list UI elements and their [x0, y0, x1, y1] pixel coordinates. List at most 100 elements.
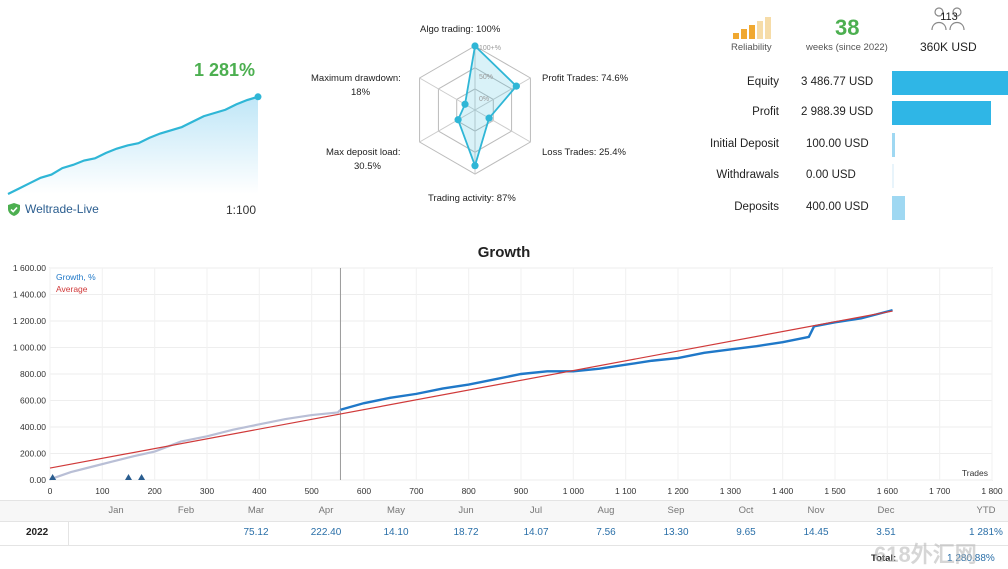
account-row-value: 0.00 USD	[806, 169, 856, 181]
x-tick-label: 300	[200, 486, 214, 496]
broker-name: Weltrade-Live	[25, 202, 99, 216]
mini-growth-chart	[7, 93, 262, 195]
account-row-bar	[892, 164, 894, 188]
x-tick-label: 0	[48, 486, 53, 496]
month-value: 14.45	[803, 527, 829, 538]
x-tick-label: 900	[514, 486, 528, 496]
radar-axis-3	[474, 109, 531, 143]
radar-label-max-deposit-load: Max deposit load:	[326, 147, 401, 158]
monthly-header-band	[0, 500, 1008, 522]
month-value: 222.40	[310, 527, 342, 538]
shield-check-icon	[8, 202, 20, 216]
broker-badge[interactable]: Weltrade-Live	[8, 202, 99, 216]
month-header: Jun	[458, 505, 474, 516]
month-header: Jul	[529, 505, 543, 516]
month-header: Aug	[597, 505, 615, 516]
deposit-marker	[138, 474, 146, 480]
radar-point-4	[471, 162, 479, 170]
x-tick-label: 1 100	[615, 486, 637, 496]
reliability-label: Reliability	[731, 42, 772, 53]
account-row-value: 400.00 USD	[806, 201, 869, 213]
month-header: Feb	[177, 505, 195, 516]
x-axis-label: Trades	[962, 468, 988, 478]
y-tick-label: 1 000.00	[13, 343, 46, 353]
account-row-label: Equity	[747, 76, 779, 88]
y-tick-label: 400.00	[20, 422, 46, 432]
y-tick-label: 200.00	[20, 449, 46, 459]
monthly-table: Jan Feb Mar Apr May Jun Jul Aug Sep Oct Nov Dec YTD 2…	[0, 500, 1008, 569]
x-tick-label: 600	[357, 486, 371, 496]
month-value: 9.65	[736, 527, 756, 538]
growth-chart: 0.00 200.00 400.00 600.00 800.00 1 000.00 1 20…	[13, 263, 1003, 496]
month-header: Jan	[108, 505, 124, 516]
x-tick-label: 1 000	[563, 486, 585, 496]
month-value: 7.56	[596, 527, 616, 538]
y-tick-label: 1 400.00	[13, 290, 46, 300]
account-row-value: 2 988.39 USD	[801, 106, 874, 118]
weeks-label: weeks (since 2022)	[806, 42, 888, 53]
average-series-line	[49, 310, 893, 469]
y-tick-label: 1 600.00	[13, 263, 46, 273]
x-tick-label: 800	[462, 486, 476, 496]
month-header: Dec	[877, 505, 895, 516]
month-value: 3.51	[876, 527, 896, 538]
radar-ring-label: 100+%	[479, 45, 501, 52]
radar-ring-label: 50%	[479, 74, 493, 81]
mini-chart-endpoint	[254, 93, 262, 101]
x-tick-label: 1 600	[877, 486, 899, 496]
month-value: 75.12	[243, 527, 269, 538]
weeks-value: 38	[835, 15, 860, 40]
month-header: Sep	[667, 505, 685, 516]
y-tick-label: 600.00	[20, 396, 46, 406]
radar-label-loss-trades: Loss Trades: 25.4%	[542, 147, 626, 158]
legend-average: Average	[56, 284, 88, 294]
account-row-label: Profit	[752, 106, 779, 118]
month-header: Nov	[807, 505, 825, 516]
account-row-bar	[892, 101, 992, 125]
x-tick-label: 400	[252, 486, 266, 496]
y-tick-label: 0.00	[29, 475, 46, 485]
x-tick-label: 200	[148, 486, 162, 496]
month-header: Apr	[318, 505, 334, 516]
account-row-value: 100.00 USD	[806, 138, 869, 150]
x-tick-label: 700	[409, 486, 423, 496]
radar-chart: 100+% 50% 0%	[419, 42, 531, 175]
x-tick-label: 1 400	[772, 486, 794, 496]
radar-label-trading-activity: Trading activity: 87%	[428, 193, 516, 204]
leverage: 1:100	[226, 203, 257, 217]
subscribers-icon	[931, 7, 965, 31]
y-tick-label: 1 200.00	[13, 316, 46, 326]
growth-percent: 1 281%	[194, 60, 256, 80]
total-label: Total:	[871, 553, 897, 564]
x-tick-label: 1 700	[929, 486, 951, 496]
radar-axis-5	[419, 109, 476, 143]
radar-axis-2	[474, 77, 531, 111]
account-row-value: 3 486.77 USD	[801, 76, 874, 88]
account-row-label: Deposits	[734, 201, 779, 213]
growth-chart-title: Growth	[477, 244, 531, 261]
total-value: 1 280.88%	[947, 553, 995, 564]
x-tick-label: 500	[305, 486, 319, 496]
account-row-label: Initial Deposit	[709, 138, 779, 150]
subscribers-count: 113	[940, 11, 958, 23]
account-row-bar	[892, 71, 1008, 95]
x-tick-label: 1 800	[981, 486, 1003, 496]
radar-label-max-drawdown: Maximum drawdown:	[311, 73, 401, 84]
radar-point-2	[512, 82, 520, 90]
month-header: Mar	[247, 505, 265, 516]
x-tick-label: 100	[95, 486, 109, 496]
radar-value-max-drawdown: 18%	[351, 87, 371, 98]
month-value: 14.10	[383, 527, 409, 538]
month-value: 14.07	[523, 527, 549, 538]
month-value: 13.30	[663, 527, 689, 538]
watermark: 618外汇网	[874, 542, 977, 567]
radar-label-algo: Algo trading: 100%	[420, 24, 501, 35]
row-divider	[0, 545, 1008, 546]
month-header: Oct	[738, 505, 754, 516]
growth-series-line	[340, 308, 893, 411]
radar-label-profit-trades: Profit Trades: 74.6%	[542, 73, 629, 84]
account-row-bar	[892, 196, 906, 220]
account-row-label: Withdrawals	[716, 169, 779, 181]
radar-point-5	[454, 116, 462, 124]
year-label: 2022	[26, 527, 49, 538]
